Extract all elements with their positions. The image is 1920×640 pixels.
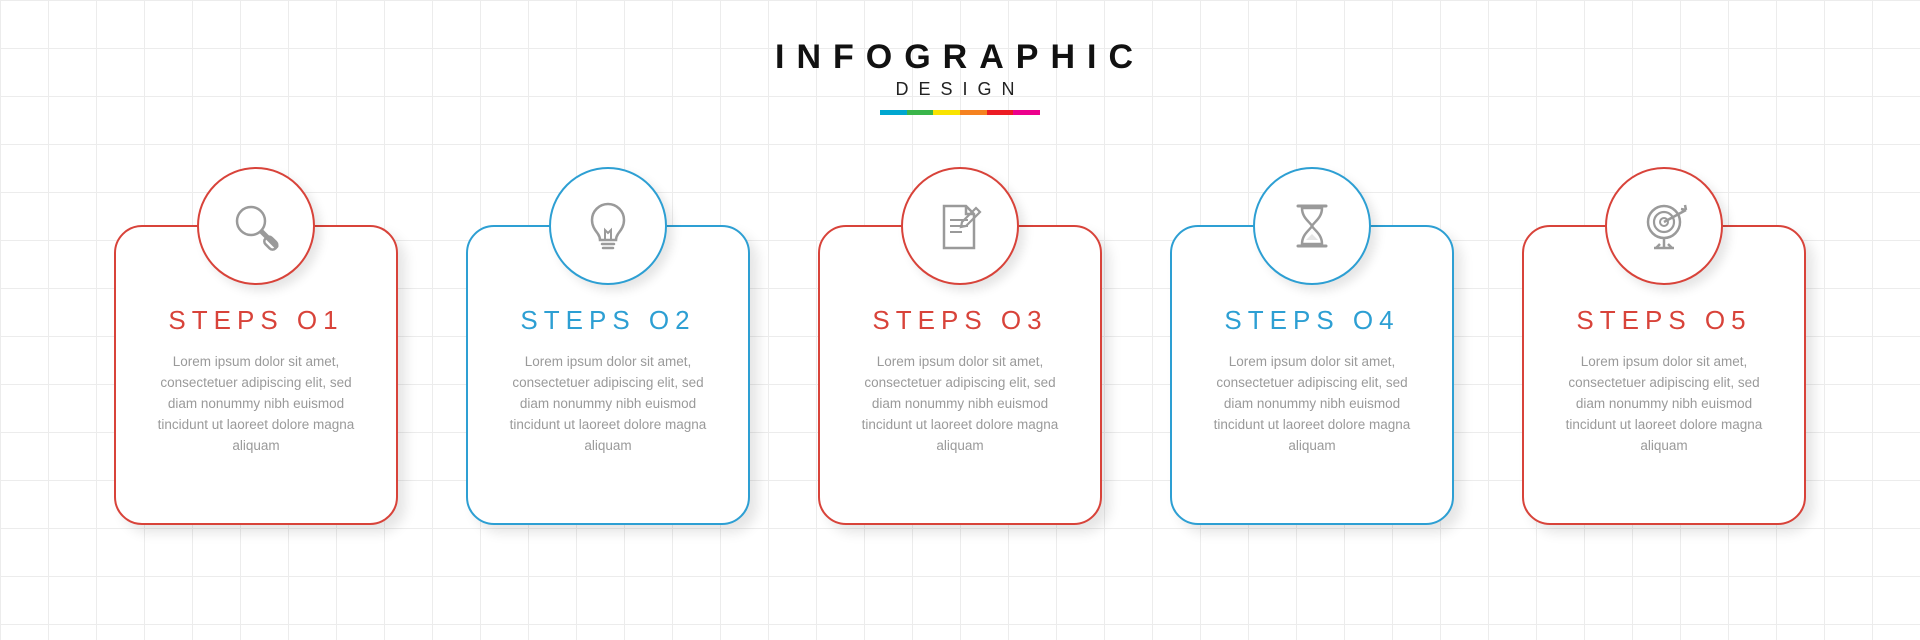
rainbow-segment: [960, 110, 987, 115]
document-pencil-icon: [901, 167, 1019, 285]
hourglass-icon: [1253, 167, 1371, 285]
step-body: Lorem ipsum dolor sit amet, consectetuer…: [140, 352, 372, 457]
page-title: INFOGRAPHIC: [0, 38, 1920, 77]
step-body: Lorem ipsum dolor sit amet, consectetuer…: [844, 352, 1076, 457]
step-body: Lorem ipsum dolor sit amet, consectetuer…: [1548, 352, 1780, 457]
step-title: STEPS O4: [1196, 305, 1428, 336]
step-title: STEPS O1: [140, 305, 372, 336]
header: INFOGRAPHIC DESIGN: [0, 38, 1920, 115]
rainbow-segment: [907, 110, 934, 115]
rainbow-segment: [987, 110, 1014, 115]
steps-row: STEPS O1 Lorem ipsum dolor sit amet, cons…: [0, 225, 1920, 525]
rainbow-segment: [933, 110, 960, 115]
magnifier-icon: [197, 167, 315, 285]
step-title: STEPS O5: [1548, 305, 1780, 336]
step-body: Lorem ipsum dolor sit amet, consectetuer…: [1196, 352, 1428, 457]
step-card: STEPS O3 Lorem ipsum dolor sit amet, cons…: [818, 225, 1102, 525]
rainbow-segment: [1013, 110, 1040, 115]
target-icon: [1605, 167, 1723, 285]
page-subtitle: DESIGN: [0, 79, 1920, 100]
step-card: STEPS O5 Lorem ipsum dolor sit amet, cons…: [1522, 225, 1806, 525]
step-title: STEPS O3: [844, 305, 1076, 336]
step-title: STEPS O2: [492, 305, 724, 336]
step-card: STEPS O4 Lorem ipsum dolor sit amet, cons…: [1170, 225, 1454, 525]
rainbow-underline: [880, 110, 1040, 115]
lightbulb-icon: [549, 167, 667, 285]
step-body: Lorem ipsum dolor sit amet, consectetuer…: [492, 352, 724, 457]
rainbow-segment: [880, 110, 907, 115]
step-card: STEPS O1 Lorem ipsum dolor sit amet, cons…: [114, 225, 398, 525]
step-card: STEPS O2 Lorem ipsum dolor sit amet, cons…: [466, 225, 750, 525]
